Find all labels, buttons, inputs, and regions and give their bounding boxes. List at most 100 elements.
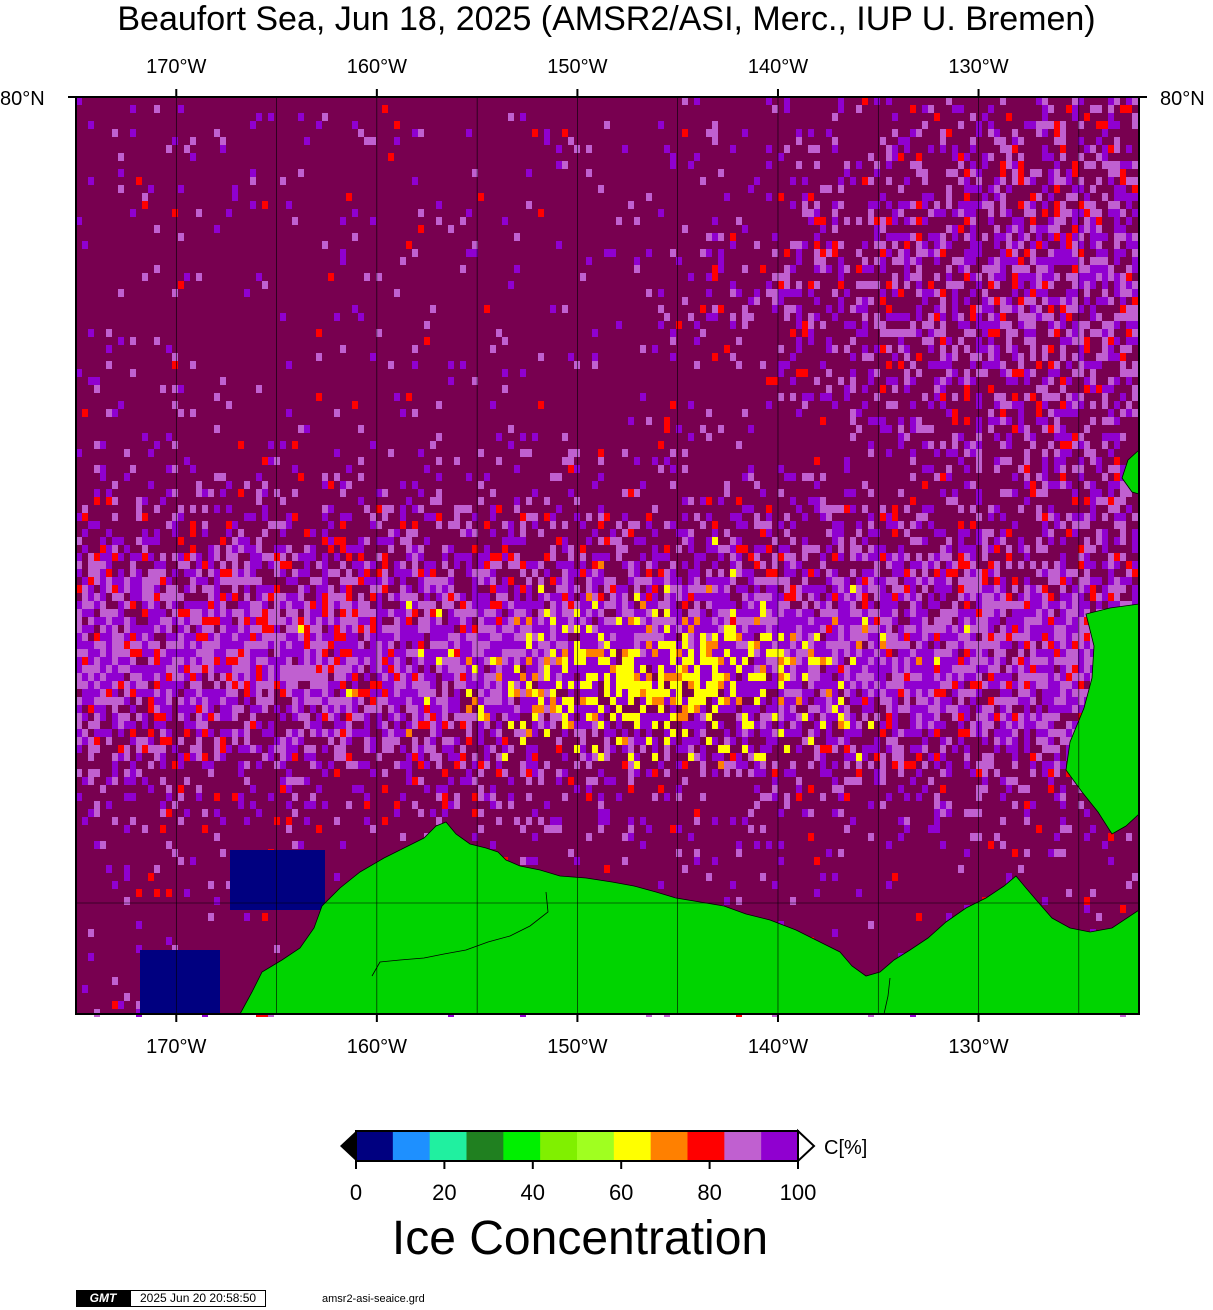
- ice-cell: [592, 697, 598, 705]
- ice-cell: [496, 505, 502, 513]
- ice-cell: [322, 617, 328, 625]
- ice-cell: [1120, 297, 1126, 305]
- ice-cell: [1018, 361, 1024, 369]
- ice-cell: [1042, 457, 1048, 465]
- ice-cell: [490, 513, 496, 521]
- ice-cell: [610, 577, 616, 585]
- ice-cell: [574, 681, 580, 689]
- ice-cell: [472, 241, 478, 249]
- ice-cell: [622, 145, 628, 153]
- ice-cell: [406, 609, 412, 617]
- ice-cell: [178, 673, 184, 681]
- ice-cell: [976, 321, 982, 329]
- ice-cell: [1078, 649, 1084, 657]
- ice-cell: [832, 529, 838, 537]
- ice-cell: [916, 553, 922, 561]
- ice-cell: [1012, 289, 1018, 297]
- ice-cell: [124, 697, 130, 705]
- ice-cell: [148, 657, 154, 665]
- ice-cell: [838, 281, 844, 289]
- ice-cell: [226, 577, 232, 585]
- ice-cell: [1042, 313, 1048, 321]
- ice-cell: [1042, 281, 1048, 289]
- ice-cell: [802, 177, 808, 185]
- ice-cell: [1108, 497, 1114, 505]
- ice-cell: [208, 625, 214, 633]
- ice-cell: [190, 609, 196, 617]
- ice-cell: [940, 665, 946, 673]
- ice-cell: [670, 609, 676, 617]
- ice-cell: [100, 665, 106, 673]
- ice-cell: [532, 561, 538, 569]
- ice-cell: [922, 193, 928, 201]
- ice-cell: [1060, 609, 1066, 617]
- ice-cell: [490, 657, 496, 665]
- ice-cell: [316, 673, 322, 681]
- ice-cell: [1114, 353, 1120, 361]
- ice-cell: [244, 665, 250, 673]
- ice-cell: [796, 665, 802, 673]
- ice-cell: [844, 633, 850, 641]
- ice-cell: [670, 153, 676, 161]
- ice-cell: [178, 385, 184, 393]
- ice-cell: [466, 625, 472, 633]
- ice-cell: [994, 273, 1000, 281]
- ice-cell: [718, 305, 724, 313]
- ice-cell: [586, 145, 592, 153]
- ice-cell: [580, 625, 586, 633]
- ice-cell: [88, 681, 94, 689]
- ice-cell: [1114, 401, 1120, 409]
- ice-cell: [946, 409, 952, 417]
- ice-cell: [1072, 697, 1078, 705]
- ice-cell: [538, 585, 544, 593]
- ice-cell: [268, 441, 274, 449]
- ice-cell: [982, 657, 988, 665]
- ice-cell: [154, 657, 160, 665]
- ice-cell: [178, 697, 184, 705]
- ice-cell: [808, 593, 814, 601]
- ice-cell: [466, 673, 472, 681]
- ice-cell: [352, 673, 358, 681]
- ice-cell: [550, 577, 556, 585]
- ice-cell: [82, 633, 88, 641]
- ice-cell: [166, 689, 172, 697]
- ice-cell: [880, 321, 886, 329]
- ice-cell: [412, 681, 418, 689]
- ice-cell: [634, 561, 640, 569]
- ice-cell: [844, 505, 850, 513]
- ice-cell: [964, 641, 970, 649]
- ice-cell: [880, 697, 886, 705]
- ice-cell: [610, 697, 616, 705]
- ice-cell: [238, 569, 244, 577]
- ice-cell: [766, 641, 772, 649]
- ice-cell: [832, 577, 838, 585]
- ice-cell: [922, 297, 928, 305]
- ice-cell: [1012, 633, 1018, 641]
- ice-cell: [1060, 201, 1066, 209]
- ice-cell: [370, 513, 376, 521]
- ice-cell: [790, 497, 796, 505]
- ice-cell: [760, 609, 766, 617]
- ice-cell: [1024, 673, 1030, 681]
- ice-cell: [754, 689, 760, 697]
- ice-cell: [886, 201, 892, 209]
- ice-cell: [1006, 457, 1012, 465]
- ice-cell: [922, 657, 928, 665]
- ice-cell: [994, 417, 1000, 425]
- ice-cell: [472, 625, 478, 633]
- ice-cell: [1018, 177, 1024, 185]
- ice-cell: [1012, 305, 1018, 313]
- ice-cell: [742, 681, 748, 689]
- ice-cell: [490, 569, 496, 577]
- ice-cell: [1096, 257, 1102, 265]
- ice-cell: [184, 273, 190, 281]
- ice-cell: [1096, 105, 1102, 113]
- ice-cell: [508, 441, 514, 449]
- ice-cell: [100, 681, 106, 689]
- ice-cell: [838, 265, 844, 273]
- ice-cell: [670, 593, 676, 601]
- ice-cell: [1060, 665, 1066, 673]
- ice-cell: [820, 561, 826, 569]
- ice-cell: [88, 673, 94, 681]
- ice-cell: [322, 681, 328, 689]
